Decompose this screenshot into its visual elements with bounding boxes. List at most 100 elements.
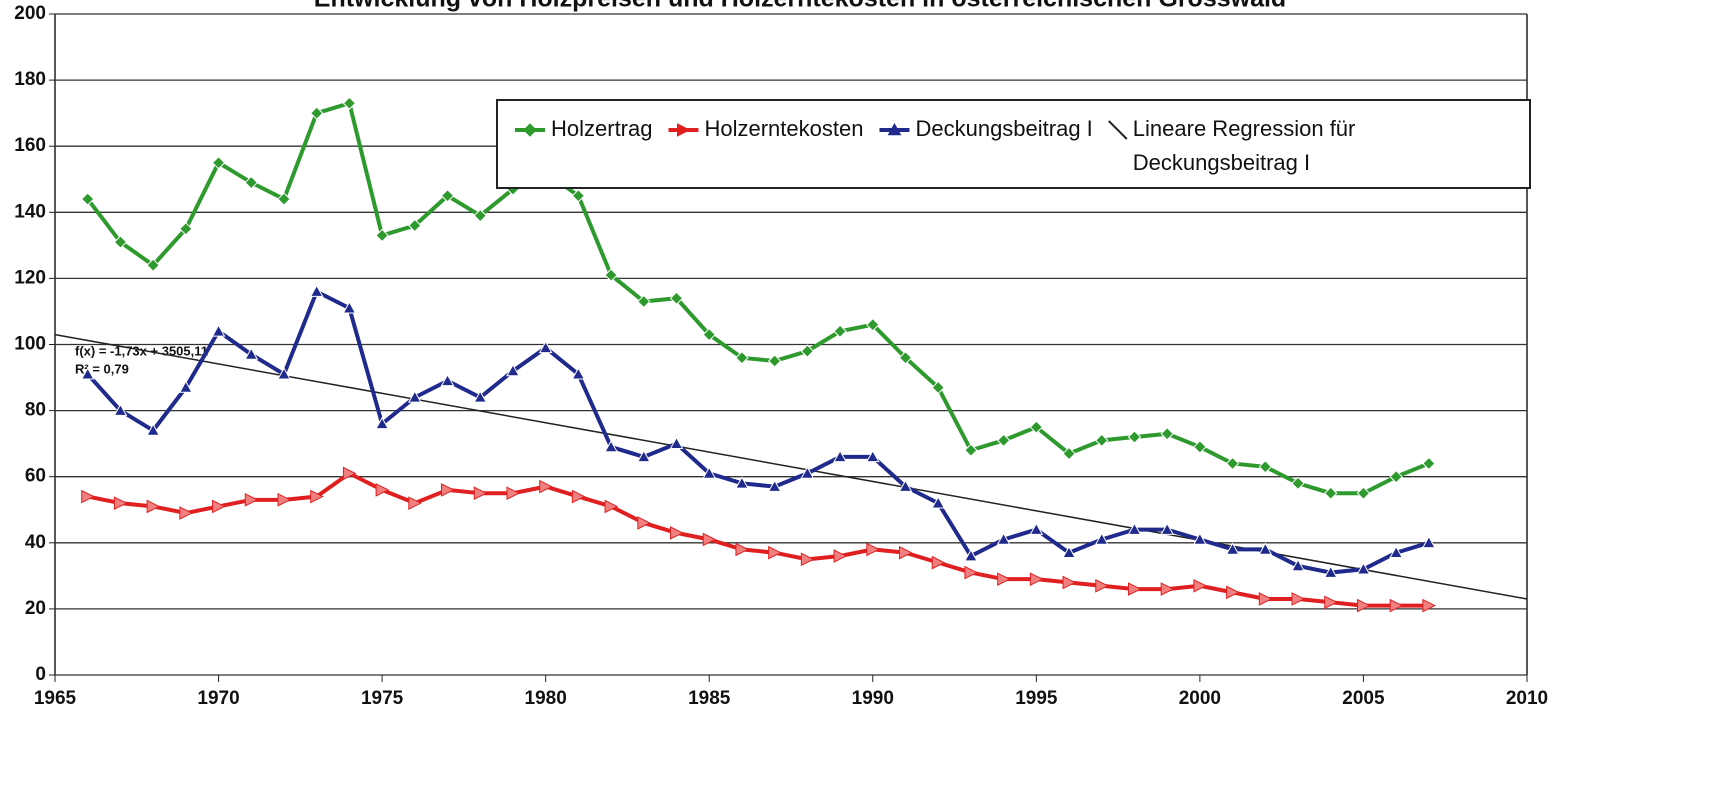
marker xyxy=(1324,486,1338,500)
marker xyxy=(800,344,815,358)
marker xyxy=(866,542,880,557)
marker xyxy=(767,354,782,368)
marker xyxy=(735,351,749,365)
annotation: f(x) = -1,73x + 3505,11 xyxy=(75,343,208,358)
series-line xyxy=(86,288,1430,575)
series-line xyxy=(86,100,1430,496)
marker xyxy=(80,367,95,380)
marker xyxy=(1029,420,1044,434)
marker xyxy=(211,324,226,337)
marker xyxy=(309,106,324,120)
marker xyxy=(996,433,1011,448)
marker xyxy=(277,367,291,380)
marker xyxy=(277,192,291,206)
marker xyxy=(1160,582,1175,596)
marker xyxy=(1160,427,1174,441)
legend-marker xyxy=(887,122,902,136)
legend-label-line: Lineare Regression für xyxy=(1133,116,1356,141)
marker xyxy=(1094,532,1109,545)
marker xyxy=(1422,535,1436,549)
marker xyxy=(1389,469,1403,484)
marker xyxy=(931,496,946,509)
marker xyxy=(1193,532,1207,545)
marker xyxy=(1029,522,1044,535)
marker xyxy=(964,565,979,580)
marker xyxy=(1323,565,1338,578)
marker xyxy=(931,380,945,395)
marker xyxy=(833,549,848,563)
marker xyxy=(473,486,488,501)
marker xyxy=(702,466,717,479)
marker xyxy=(702,327,716,342)
marker xyxy=(1095,578,1109,593)
marker xyxy=(408,496,422,510)
y-tick-label: 100 xyxy=(14,334,46,355)
x-tick-label: 1980 xyxy=(525,688,567,709)
legend: Holzertrag Holzerntekosten Deckungsbeitrag… xyxy=(496,99,1531,189)
marker xyxy=(1258,460,1273,474)
marker xyxy=(735,542,750,557)
marker xyxy=(637,516,651,530)
marker xyxy=(997,572,1011,586)
marker xyxy=(539,479,553,494)
marker xyxy=(407,390,422,403)
chart-title: Entwicklung von Holzpreisen und Holzernt… xyxy=(314,0,1286,13)
y-tick-label: 200 xyxy=(14,3,46,24)
marker xyxy=(1422,456,1436,471)
marker xyxy=(179,222,193,236)
marker xyxy=(1095,433,1109,448)
x-tick-label: 2010 xyxy=(1506,688,1548,709)
marker xyxy=(964,548,978,562)
marker xyxy=(310,489,324,504)
marker xyxy=(146,258,160,272)
marker xyxy=(833,324,847,338)
marker xyxy=(670,526,684,540)
marker xyxy=(996,532,1011,545)
marker xyxy=(178,380,193,393)
marker xyxy=(571,367,586,380)
x-tick-label: 1985 xyxy=(688,688,731,709)
y-tick-label: 140 xyxy=(14,201,46,222)
marker xyxy=(244,493,259,507)
marker xyxy=(375,416,389,430)
marker xyxy=(604,499,619,514)
marker xyxy=(604,439,618,453)
marker xyxy=(1160,522,1175,535)
marker xyxy=(538,340,553,354)
marker xyxy=(964,443,978,457)
marker xyxy=(898,351,913,365)
marker xyxy=(669,436,684,449)
marker xyxy=(342,466,357,481)
marker xyxy=(440,189,455,203)
marker xyxy=(1062,545,1076,559)
marker xyxy=(506,486,521,501)
marker xyxy=(244,347,259,360)
marker xyxy=(571,489,586,504)
marker xyxy=(1291,476,1305,491)
marker xyxy=(1258,542,1273,555)
marker xyxy=(898,479,913,492)
x-tick-label: 2005 xyxy=(1342,688,1385,709)
marker xyxy=(702,532,717,547)
legend-label: Holzerntekosten xyxy=(704,116,863,141)
annotation: R² = 0,79 xyxy=(75,361,129,376)
marker xyxy=(1389,545,1404,559)
marker xyxy=(1225,456,1240,471)
marker xyxy=(1127,522,1142,535)
marker xyxy=(767,479,782,492)
marker xyxy=(212,499,226,514)
marker xyxy=(637,294,651,309)
marker xyxy=(1422,598,1436,613)
marker xyxy=(865,449,880,463)
marker xyxy=(277,493,292,507)
marker xyxy=(179,506,193,520)
marker xyxy=(473,208,487,223)
y-tick-label: 60 xyxy=(25,466,46,487)
marker xyxy=(800,466,815,479)
marker xyxy=(113,403,128,416)
marker xyxy=(375,228,389,243)
y-tick-label: 120 xyxy=(14,267,46,288)
marker xyxy=(866,317,880,332)
